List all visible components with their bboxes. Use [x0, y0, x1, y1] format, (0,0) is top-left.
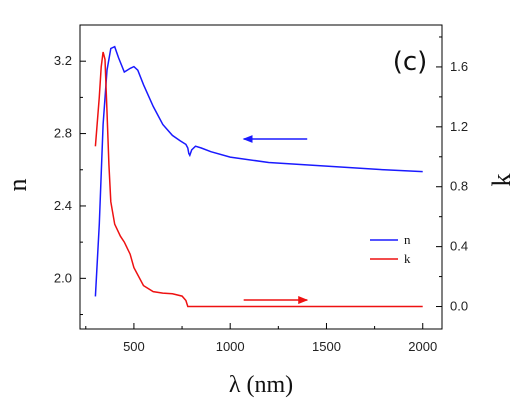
right-tick-label: 0.0 — [450, 299, 468, 314]
annotation-layer — [242, 135, 309, 305]
left-tick-label: 3.2 — [54, 53, 72, 68]
panel-label: (c) — [393, 47, 428, 77]
legend: n k — [370, 232, 411, 266]
plot-frame — [79, 24, 443, 330]
left-tick-label: 2.4 — [54, 198, 72, 213]
right-tick-label: 1.6 — [450, 59, 468, 74]
series-line-n — [94, 45, 423, 297]
series-line-k — [94, 51, 423, 308]
right-tick-label: 0.8 — [450, 179, 468, 194]
y-axis-title-right: k — [487, 174, 516, 187]
right-tick-label: 1.2 — [450, 119, 468, 134]
left-tick-label: 2.8 — [54, 126, 72, 141]
x-tick-label: 2000 — [408, 339, 437, 354]
x-tick-label: 1500 — [312, 339, 341, 354]
legend-label-n: n — [404, 232, 411, 247]
left-tick-label: 2.0 — [54, 270, 72, 285]
left-axis-ticks: 2.0 2.4 2.8 3.2 — [54, 53, 86, 316]
x-tick-label: 500 — [123, 339, 145, 354]
x-axis-title: λ (nm) — [229, 372, 293, 398]
y-axis-title-left: n — [3, 179, 32, 192]
x-axis-ticks: 500 1000 1500 2000 — [85, 323, 437, 354]
right-tick-label: 0.4 — [450, 239, 468, 254]
series-layer — [94, 45, 423, 308]
x-tick-label: 1000 — [216, 339, 245, 354]
legend-label-k: k — [404, 251, 411, 266]
right-axis-ticks: 0.0 0.4 0.8 1.2 1.6 — [436, 36, 468, 314]
